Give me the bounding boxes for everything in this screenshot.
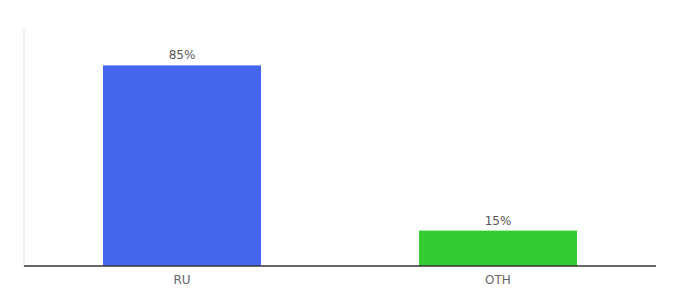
chart-svg: RU OTH 85% 15% xyxy=(0,0,680,300)
x-tick-label: RU xyxy=(173,273,190,287)
x-axis-line xyxy=(24,265,656,267)
bars xyxy=(103,65,577,266)
bar xyxy=(103,65,261,266)
chart-container: RU OTH 85% 15% xyxy=(0,0,680,300)
y-axis-line xyxy=(24,30,25,266)
data-label: 85% xyxy=(169,48,196,62)
data-label: 15% xyxy=(485,214,512,228)
x-tick-label: OTH xyxy=(485,273,511,287)
bar xyxy=(419,231,577,266)
